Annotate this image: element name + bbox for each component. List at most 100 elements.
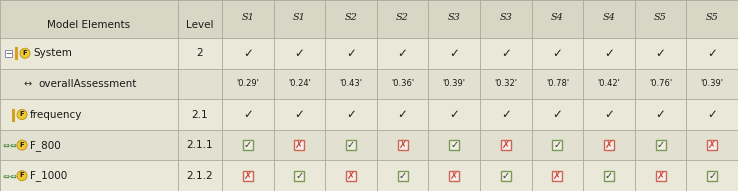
Bar — [501, 171, 511, 181]
Text: ✗: ✗ — [244, 171, 252, 181]
Text: ✓: ✓ — [657, 140, 665, 150]
Text: ✓: ✓ — [295, 171, 303, 181]
Bar — [604, 140, 614, 150]
Text: '0.39': '0.39' — [443, 79, 466, 88]
Text: 2.1.1: 2.1.1 — [187, 140, 213, 150]
Bar — [449, 140, 459, 150]
Text: ✓: ✓ — [655, 47, 666, 60]
Text: ⇔: ⇔ — [2, 171, 10, 180]
Bar — [398, 140, 407, 150]
Bar — [553, 140, 562, 150]
Text: '0.76': '0.76' — [649, 79, 672, 88]
Text: 2: 2 — [197, 48, 203, 58]
Text: ✓: ✓ — [604, 47, 614, 60]
Bar — [707, 171, 717, 181]
Text: S3: S3 — [448, 13, 461, 22]
Text: ✗: ✗ — [708, 140, 717, 150]
Bar — [604, 171, 614, 181]
Text: Level: Level — [186, 20, 214, 30]
Text: '0.43': '0.43' — [339, 79, 362, 88]
Text: 2.1: 2.1 — [192, 109, 208, 120]
Text: ✓: ✓ — [605, 171, 613, 181]
Bar — [0, 130, 738, 160]
Text: ⇔: ⇔ — [10, 171, 16, 180]
Text: S4: S4 — [602, 13, 615, 22]
Bar — [501, 140, 511, 150]
Text: ✓: ✓ — [655, 108, 666, 121]
Bar — [243, 140, 253, 150]
Bar — [398, 171, 407, 181]
Text: ✓: ✓ — [553, 47, 562, 60]
Text: S5: S5 — [706, 13, 719, 22]
Bar — [707, 140, 717, 150]
Bar — [0, 0, 738, 38]
Text: ✓: ✓ — [502, 171, 510, 181]
Text: ✓: ✓ — [708, 171, 717, 181]
Text: Model Elements: Model Elements — [47, 20, 131, 30]
Circle shape — [17, 109, 27, 120]
Text: ✓: ✓ — [707, 47, 717, 60]
Bar — [0, 69, 738, 99]
Text: System: System — [33, 48, 72, 58]
Circle shape — [17, 140, 27, 150]
Text: frequency: frequency — [30, 109, 83, 120]
Text: '0.42': '0.42' — [598, 79, 621, 88]
Text: ✓: ✓ — [244, 140, 252, 150]
Circle shape — [20, 48, 30, 58]
Bar — [0, 99, 738, 130]
Text: S2: S2 — [396, 13, 409, 22]
Text: ✓: ✓ — [501, 47, 511, 60]
Text: '0.39': '0.39' — [700, 79, 724, 88]
Text: S3: S3 — [500, 13, 512, 22]
Text: '0.29': '0.29' — [236, 79, 259, 88]
Text: ✓: ✓ — [501, 108, 511, 121]
Text: ✓: ✓ — [346, 47, 356, 60]
Text: ✓: ✓ — [243, 47, 252, 60]
Text: F_800: F_800 — [30, 140, 61, 151]
Text: ✓: ✓ — [398, 108, 407, 121]
Bar — [449, 171, 459, 181]
Bar — [346, 171, 356, 181]
Bar — [294, 140, 304, 150]
Text: ✗: ✗ — [657, 171, 665, 181]
Text: overallAssessment: overallAssessment — [38, 79, 137, 89]
Text: ✓: ✓ — [294, 108, 304, 121]
Text: ✗: ✗ — [450, 171, 458, 181]
Text: ✓: ✓ — [604, 108, 614, 121]
Text: F: F — [20, 142, 24, 148]
Text: ✗: ✗ — [554, 171, 562, 181]
Bar — [655, 140, 666, 150]
Text: ✗: ✗ — [502, 140, 510, 150]
Text: ⇔: ⇔ — [10, 141, 16, 150]
Text: ✓: ✓ — [294, 47, 304, 60]
Text: S4: S4 — [551, 13, 564, 22]
Text: ✓: ✓ — [553, 108, 562, 121]
Text: ✓: ✓ — [554, 140, 562, 150]
Text: S1: S1 — [241, 13, 254, 22]
Text: ✓: ✓ — [398, 47, 407, 60]
Text: S1: S1 — [293, 13, 306, 22]
Text: '0.36': '0.36' — [391, 79, 414, 88]
Bar — [5, 50, 12, 57]
Bar — [294, 171, 304, 181]
Text: ✗: ✗ — [399, 140, 407, 150]
Text: '0.32': '0.32' — [494, 79, 517, 88]
Text: S5: S5 — [654, 13, 667, 22]
Text: ✗: ✗ — [605, 140, 613, 150]
Bar — [553, 171, 562, 181]
Bar — [346, 140, 356, 150]
Text: F: F — [20, 111, 24, 117]
Text: ✓: ✓ — [449, 108, 459, 121]
Text: ⇔: ⇔ — [2, 141, 10, 150]
Bar — [0, 38, 738, 69]
Text: F: F — [23, 50, 27, 56]
Text: 2.1.2: 2.1.2 — [187, 171, 213, 181]
Text: ✗: ✗ — [295, 140, 303, 150]
Text: '0.24': '0.24' — [288, 79, 311, 88]
Text: ✓: ✓ — [449, 47, 459, 60]
Text: −: − — [5, 49, 12, 58]
Text: F_1000: F_1000 — [30, 170, 67, 181]
Text: ✓: ✓ — [346, 108, 356, 121]
Text: '0.78': '0.78' — [546, 79, 569, 88]
Text: ✗: ✗ — [347, 171, 355, 181]
